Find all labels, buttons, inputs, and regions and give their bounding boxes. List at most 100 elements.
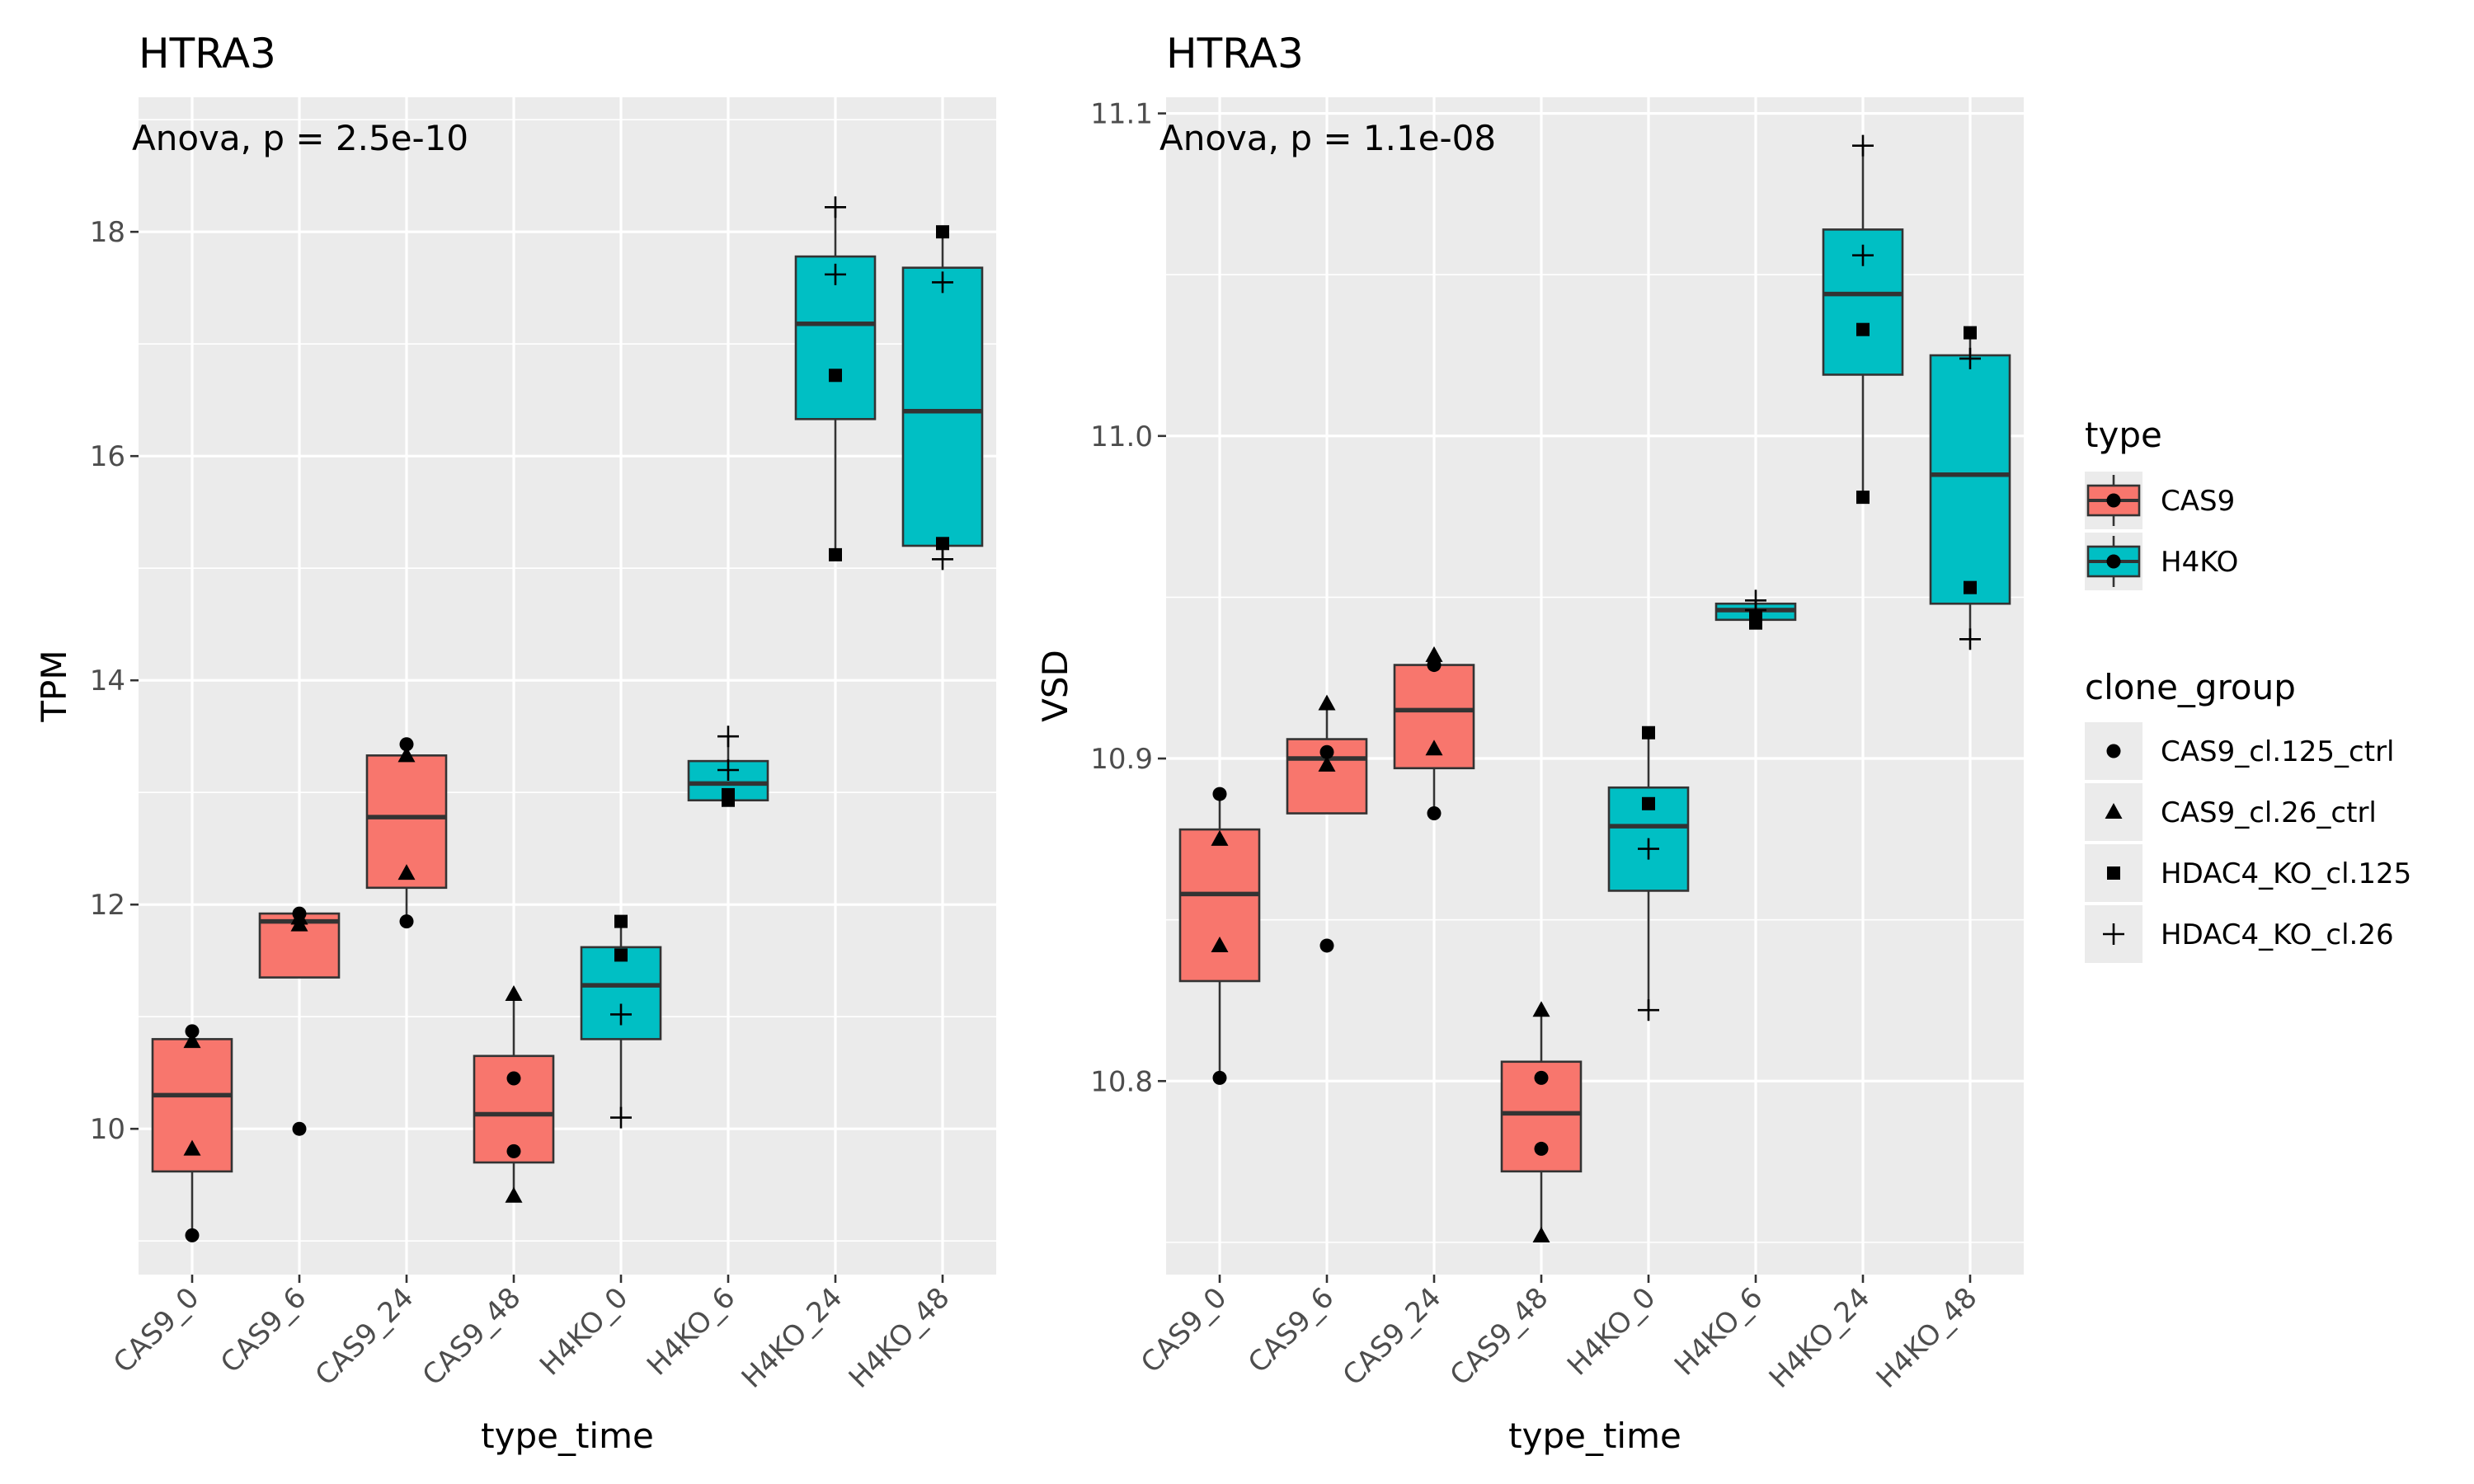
- data-point: [185, 1024, 200, 1039]
- panel2-points: [1211, 134, 1981, 1243]
- data-point: [825, 196, 846, 218]
- y-tick-label: 11.0: [1090, 420, 1153, 453]
- data-point: [1427, 658, 1442, 673]
- data-point: [829, 547, 842, 561]
- data-point: [829, 369, 842, 383]
- panel2-anova-label: Anova, p = 1.1e-08: [1159, 118, 1496, 158]
- legend-type-title: type: [2085, 415, 2162, 455]
- data-point: [932, 548, 953, 571]
- legend-type-items: CAS9 H4KO: [2085, 472, 2238, 590]
- data-point: [722, 787, 735, 801]
- data-point: [1638, 999, 1659, 1021]
- data-point: [1959, 347, 1981, 369]
- box-body: [901, 266, 984, 547]
- data-point: [1856, 322, 1870, 336]
- legend-key-circle: [2106, 744, 2121, 758]
- y-tick-label: 11.1: [1090, 98, 1153, 131]
- data-point: [183, 1139, 201, 1156]
- data-point: [506, 1144, 521, 1158]
- data-point: [1211, 829, 1229, 846]
- data-point: [1532, 1227, 1550, 1243]
- data-point: [185, 1228, 200, 1242]
- data-point: [1959, 628, 1981, 650]
- legend-type-h4ko: H4KO: [2085, 533, 2238, 590]
- data-point: [610, 1003, 632, 1026]
- data-point: [183, 1032, 201, 1049]
- legend-type-label: H4KO: [2161, 546, 2238, 579]
- box-CAS9_0: [1178, 794, 1261, 1078]
- data-point: [1749, 616, 1762, 630]
- data-point: [1852, 244, 1874, 266]
- data-point: [1212, 1070, 1227, 1085]
- data-point: [1427, 806, 1442, 821]
- data-point: [505, 1186, 523, 1203]
- panel1-y-axis: 10 12 14 16 18: [90, 216, 139, 1146]
- legend-clone-item: HDAC4_KO_cl.125: [2085, 844, 2411, 902]
- legend-clone-item: CAS9_cl.26_ctrl: [2085, 783, 2377, 841]
- y-tick-label: 16: [90, 440, 125, 473]
- data-point: [1642, 796, 1655, 810]
- data-point: [1425, 646, 1443, 662]
- data-point: [825, 263, 846, 285]
- legend-clone-title: clone_group: [2085, 667, 2296, 707]
- data-point: [397, 746, 416, 763]
- legend-clone-item: HDAC4_KO_cl.26: [2085, 905, 2394, 963]
- panel2-x-axis-title: type_time: [1508, 1416, 1681, 1456]
- data-point: [614, 914, 628, 928]
- data-point: [610, 1106, 632, 1129]
- legend-key-plus: [2103, 923, 2124, 945]
- panel1-y-axis-title: TPM: [34, 650, 74, 722]
- data-point: [290, 909, 308, 925]
- data-point: [399, 914, 414, 929]
- data-point: [932, 271, 953, 294]
- legend-type-cas9: CAS9: [2085, 472, 2235, 529]
- data-point: [397, 864, 416, 881]
- data-point: [717, 759, 739, 781]
- data-point: [292, 1121, 307, 1136]
- data-point: [1964, 326, 1977, 340]
- data-point: [399, 737, 414, 752]
- legend-clone-label: CAS9_cl.125_ctrl: [2161, 735, 2395, 768]
- box-body: [1929, 354, 2011, 605]
- legend: type CAS9 H4KO clone_group CAS9_cl.125_ct…: [2085, 415, 2411, 963]
- panel2-y-axis: 10.8 10.9 11.0 11.1: [1090, 98, 1166, 1098]
- y-tick-label: 10: [90, 1113, 125, 1146]
- legend-type-label: CAS9: [2161, 485, 2235, 518]
- data-point: [1532, 1001, 1550, 1017]
- panel1-title: HTRA3: [139, 30, 276, 77]
- data-point: [936, 225, 949, 239]
- panel2-boxes: [1178, 145, 2011, 1237]
- legend-clone-label: HDAC4_KO_cl.125: [2161, 857, 2411, 890]
- data-point: [1319, 938, 1334, 953]
- data-point: [1534, 1141, 1549, 1156]
- panel1-points: [183, 196, 953, 1242]
- y-tick-label: 18: [90, 216, 125, 249]
- data-point: [1319, 744, 1334, 759]
- data-point: [614, 948, 628, 962]
- panel1-anova-label: Anova, p = 2.5e-10: [132, 118, 468, 158]
- y-tick-label: 12: [90, 889, 125, 922]
- panel2-title: HTRA3: [1166, 30, 1304, 77]
- data-point: [936, 537, 949, 551]
- data-point: [1318, 694, 1336, 711]
- y-tick-label: 10.9: [1090, 743, 1153, 776]
- data-point: [717, 726, 739, 748]
- data-point: [505, 985, 523, 1001]
- data-point: [1425, 740, 1443, 756]
- panel1-x-axis-title: type_time: [481, 1416, 654, 1456]
- data-point: [506, 1071, 521, 1086]
- box-body: [1178, 828, 1261, 983]
- data-point: [1318, 755, 1336, 772]
- data-point: [1638, 838, 1659, 860]
- legend-clone-label: HDAC4_KO_cl.26: [2161, 918, 2394, 951]
- y-tick-label: 14: [90, 665, 125, 697]
- data-point: [1534, 1070, 1549, 1085]
- data-point: [1852, 134, 1874, 157]
- data-point: [1642, 726, 1655, 740]
- legend-clone-items: CAS9_cl.125_ctrl CAS9_cl.26_ctrl HDAC4_KO_…: [2085, 722, 2411, 963]
- panel-vsd: HTRA3 Anova, p = 1.1e-08 10.8 10.9 11.0 11.…: [1035, 30, 2024, 1456]
- data-point: [1211, 936, 1229, 952]
- box-body: [1286, 738, 1368, 815]
